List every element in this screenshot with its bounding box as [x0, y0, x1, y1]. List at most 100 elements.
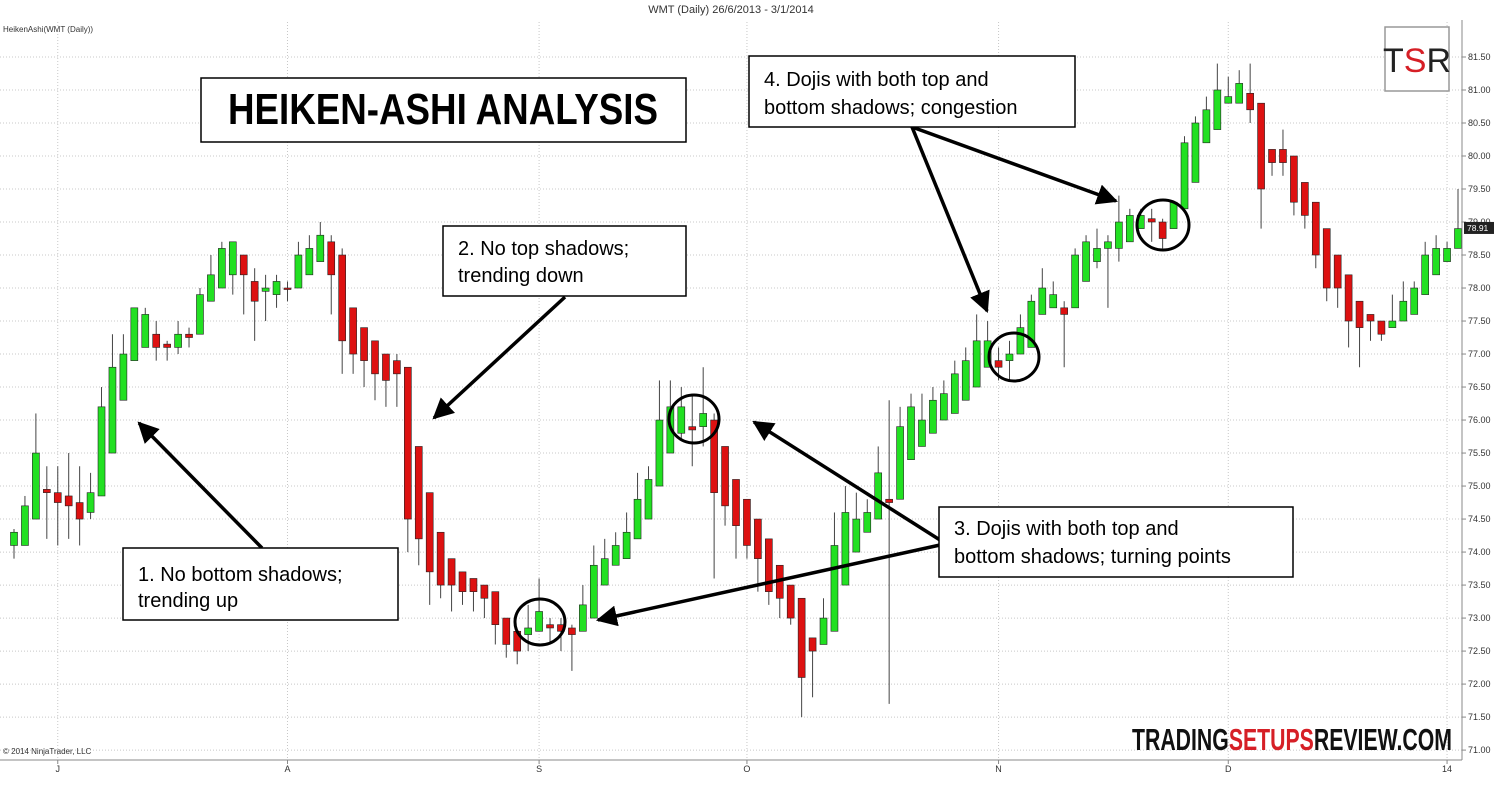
y-tick-label: 77.50 — [1468, 316, 1491, 326]
candle-body — [1279, 149, 1287, 163]
candle-body — [885, 498, 893, 503]
x-tick-label: J — [56, 764, 61, 774]
logo: TSR — [1383, 42, 1451, 80]
candle-body — [622, 531, 631, 559]
candle-body — [1399, 300, 1408, 322]
doji-circle — [667, 393, 721, 445]
candle-body — [1366, 314, 1375, 322]
candle-body — [1443, 248, 1451, 262]
y-tick-label: 78.50 — [1468, 250, 1491, 260]
y-tick-label: 76.50 — [1468, 382, 1491, 392]
candle-body — [786, 584, 795, 619]
watermark-part: REVIEW.COM — [1314, 722, 1452, 757]
arrow — [432, 295, 567, 420]
candle-body — [589, 564, 598, 619]
candle-body — [1322, 228, 1331, 289]
candle-body — [1202, 109, 1211, 144]
candle-body — [1082, 241, 1090, 282]
candle-body — [305, 248, 314, 276]
candle-body — [53, 492, 62, 503]
candle-body — [458, 571, 467, 592]
candle-body — [1454, 228, 1462, 249]
candle-body — [972, 340, 981, 388]
candle-body — [294, 254, 303, 289]
x-tick-label: N — [995, 764, 1002, 774]
chart-header: WMT (Daily) 26/6/2013 - 3/1/2014 — [648, 4, 813, 16]
logo-part: S — [1404, 42, 1427, 80]
arrow — [752, 420, 941, 542]
annotation-line: 1. No bottom shadows; — [138, 564, 343, 586]
candle-body — [1038, 287, 1047, 315]
candle-body — [1115, 221, 1123, 249]
candle-body — [535, 611, 543, 632]
candle-body — [393, 360, 401, 375]
candle-body — [721, 446, 729, 507]
candle-body — [1224, 96, 1233, 104]
x-tick-label: O — [743, 764, 750, 774]
candle-body — [732, 479, 740, 526]
candle-body — [283, 287, 292, 290]
candle-body — [32, 452, 40, 520]
candle-body — [1388, 320, 1397, 328]
annotation-line: bottom shadows; congestion — [764, 97, 1018, 119]
candle-body — [743, 498, 751, 546]
candle-body — [808, 637, 817, 652]
candle-body — [1049, 294, 1058, 309]
candle-body — [491, 591, 500, 625]
candle-body — [699, 413, 707, 427]
annotation-box — [122, 547, 399, 621]
candle-body — [568, 627, 576, 635]
candle-body — [797, 597, 806, 678]
x-tick-label: D — [1225, 764, 1232, 774]
candle-body — [218, 248, 226, 289]
candle-body — [1377, 320, 1386, 335]
candle-body — [710, 419, 718, 493]
candle-body — [86, 492, 95, 513]
candle-body — [688, 426, 697, 431]
candle-body — [950, 373, 959, 414]
candle-body — [1421, 254, 1429, 295]
annotation-box — [442, 225, 687, 297]
y-tick-label: 76.00 — [1468, 415, 1491, 425]
candle-body — [754, 518, 762, 559]
candle-body — [404, 366, 412, 520]
candle-body — [1410, 287, 1419, 315]
annotation-box — [748, 55, 1076, 128]
candle-body — [546, 624, 554, 629]
y-tick-label: 73.00 — [1468, 613, 1491, 623]
candle-body — [907, 406, 915, 460]
watermark-part: SETUPS — [1229, 722, 1314, 757]
candle-body — [655, 419, 664, 487]
candle-body — [896, 426, 904, 500]
chart-title: HEIKEN-ASHI ANALYSIS — [228, 85, 658, 134]
candle-body — [152, 333, 161, 348]
arrow — [910, 126, 990, 313]
logo-box — [1384, 26, 1450, 92]
y-tick-label: 75.50 — [1468, 448, 1491, 458]
candle-body — [819, 617, 828, 645]
candle-body — [1169, 201, 1178, 229]
candle-body — [414, 446, 423, 540]
y-tick-label: 78.00 — [1468, 283, 1491, 293]
candle-body — [852, 518, 861, 553]
candle-body — [1257, 102, 1265, 190]
candle-body — [141, 314, 150, 348]
candle-body — [75, 502, 84, 520]
candle-body — [1060, 307, 1068, 315]
candle-body — [918, 419, 926, 447]
candle-body — [327, 241, 336, 276]
candle-body — [1005, 353, 1014, 361]
candle-body — [1290, 155, 1298, 203]
candle-body — [677, 406, 686, 434]
candle-body — [349, 307, 357, 355]
y-tick-label: 73.50 — [1468, 580, 1491, 590]
candle-body — [1126, 215, 1134, 243]
annotation-line: trending down — [458, 265, 584, 287]
candle-body — [338, 254, 346, 342]
candle-body — [64, 495, 73, 507]
candle-body — [480, 584, 489, 599]
candle-body — [163, 343, 171, 348]
y-tick-label: 74.50 — [1468, 514, 1491, 524]
candle-body — [185, 333, 193, 338]
